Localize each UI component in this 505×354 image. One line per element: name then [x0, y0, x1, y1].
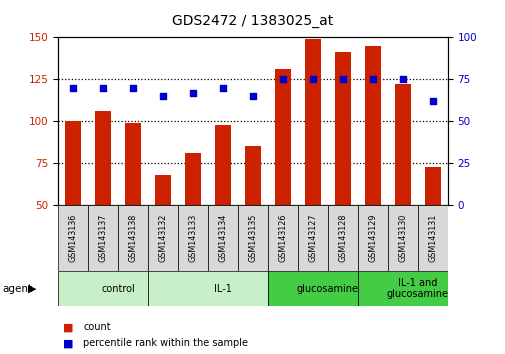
Text: GSM143132: GSM143132 [158, 214, 167, 262]
Bar [58, 271, 148, 306]
Bar [118, 205, 148, 271]
Text: GSM143136: GSM143136 [69, 214, 78, 262]
Bar [58, 205, 88, 271]
Text: GSM143126: GSM143126 [278, 214, 287, 262]
Point [308, 76, 316, 82]
Text: glucosamine: glucosamine [296, 284, 358, 293]
Bar [394, 84, 410, 205]
Point [189, 90, 197, 96]
Text: IL-1: IL-1 [214, 284, 231, 293]
Point [338, 76, 346, 82]
Point [159, 93, 167, 99]
Bar [148, 205, 178, 271]
Text: GSM143130: GSM143130 [397, 214, 407, 262]
Text: GSM143133: GSM143133 [188, 214, 197, 262]
Bar [237, 205, 268, 271]
Bar [357, 271, 447, 306]
Bar [364, 46, 380, 205]
Bar [268, 271, 357, 306]
Bar [148, 271, 268, 306]
Bar [274, 69, 291, 205]
Bar [178, 205, 208, 271]
Text: ■: ■ [63, 322, 74, 332]
Point [398, 76, 406, 82]
Bar [417, 205, 447, 271]
Bar [334, 52, 350, 205]
Bar [214, 125, 231, 205]
Point [129, 85, 137, 91]
Text: GSM143129: GSM143129 [368, 214, 377, 262]
Bar [268, 205, 297, 271]
Text: count: count [83, 322, 111, 332]
Bar [184, 153, 201, 205]
Point [278, 76, 286, 82]
Bar [155, 175, 171, 205]
Bar [125, 123, 141, 205]
Bar [65, 121, 81, 205]
Bar [304, 39, 321, 205]
Text: GSM143128: GSM143128 [338, 214, 347, 262]
Bar [88, 205, 118, 271]
Point [248, 93, 257, 99]
Bar [297, 205, 327, 271]
Text: IL-1 and
glucosamine: IL-1 and glucosamine [386, 278, 448, 299]
Text: GSM143131: GSM143131 [427, 214, 436, 262]
Text: ■: ■ [63, 338, 74, 348]
Point [69, 85, 77, 91]
Bar [424, 167, 440, 205]
Point [99, 85, 107, 91]
Text: GSM143135: GSM143135 [248, 214, 257, 262]
Bar [244, 147, 261, 205]
Text: GDS2472 / 1383025_at: GDS2472 / 1383025_at [172, 14, 333, 28]
Point [219, 85, 227, 91]
Bar [208, 205, 237, 271]
Text: GSM143137: GSM143137 [98, 214, 108, 262]
Bar [95, 111, 111, 205]
Text: percentile rank within the sample: percentile rank within the sample [83, 338, 248, 348]
Text: GSM143127: GSM143127 [308, 214, 317, 262]
Text: agent: agent [3, 284, 33, 293]
Text: GSM143134: GSM143134 [218, 214, 227, 262]
Text: ▶: ▶ [28, 284, 36, 293]
Text: GSM143138: GSM143138 [128, 214, 137, 262]
Point [428, 98, 436, 104]
Text: control: control [101, 284, 135, 293]
Bar [327, 205, 357, 271]
Point [368, 76, 376, 82]
Bar [387, 205, 417, 271]
Bar [357, 205, 387, 271]
